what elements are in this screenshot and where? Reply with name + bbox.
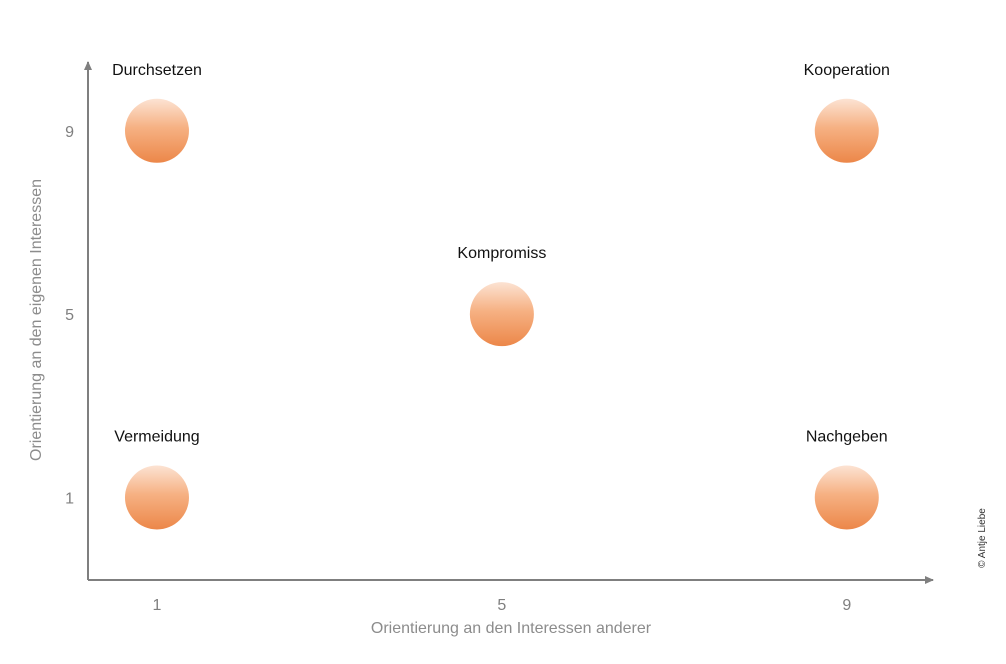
data-point-label: Kompromiss: [457, 245, 546, 262]
data-point-label: Vermeidung: [114, 428, 199, 445]
data-point-label: Kooperation: [804, 62, 890, 79]
data-point-label: Durchsetzen: [112, 62, 202, 79]
x-tick-label: 1: [153, 597, 162, 614]
data-point-label: Nachgeben: [806, 428, 888, 445]
data-points: Durchsetzen Kooperation Kompromiss Vermeidu…: [112, 62, 890, 530]
x-axis-title: Orientierung an den Interessen anderer: [371, 620, 652, 637]
data-point-marker: [124, 98, 189, 163]
y-axis-title: Orientierung an den eigenen Interessen: [28, 179, 45, 461]
y-tick-label: 9: [65, 124, 74, 141]
data-point-marker: [814, 465, 879, 530]
data-point-marker: [124, 465, 189, 530]
y-tick-label: 1: [65, 490, 74, 507]
x-tick-label: 9: [842, 597, 851, 614]
x-tick-label: 5: [497, 597, 506, 614]
y-tick-labels: 1 5 9: [65, 124, 74, 508]
x-tick-labels: 1 5 9: [153, 597, 852, 614]
data-point-marker: [814, 98, 879, 163]
copyright-credit: © Antje Liebe: [977, 508, 988, 568]
data-point-marker: [469, 282, 534, 347]
y-tick-label: 5: [65, 307, 74, 324]
